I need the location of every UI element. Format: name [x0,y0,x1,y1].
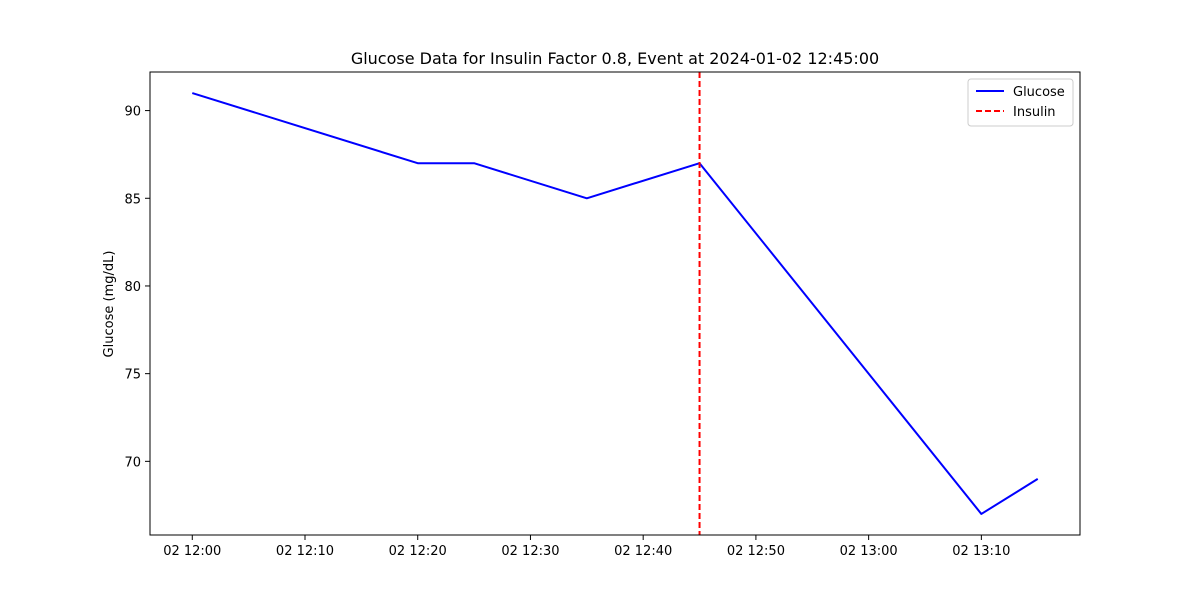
x-tick-label-5: 02 12:50 [727,544,785,559]
x-tick-label-0: 02 12:00 [163,544,221,559]
x-tick-label-2: 02 12:20 [389,544,447,559]
y-axis-ticks: 70 75 80 85 90 [124,105,150,470]
y-axis-label: Glucose (mg/dL) [102,251,117,358]
x-tick-label-6: 02 13:00 [840,544,898,559]
chart-title: Glucose Data for Insulin Factor 0.8, Eve… [351,49,879,68]
x-axis-ticks: 02 12:00 02 12:10 02 12:20 02 12:30 02 12:40… [163,535,1010,559]
x-tick-label-4: 02 12:40 [614,544,672,559]
x-tick-label-7: 02 13:10 [952,544,1010,559]
x-tick-label-1: 02 12:10 [276,544,334,559]
legend-label-insulin: Insulin [1013,105,1056,120]
series-line-glucose [191,92,1039,515]
x-tick-label-3: 02 12:30 [501,544,559,559]
y-tick-label-0: 70 [124,455,141,470]
legend-label-glucose: Glucose [1013,85,1065,100]
legend: Glucose Insulin [967,78,1074,127]
y-tick-label-3: 85 [124,192,141,207]
plot-frame [149,71,1081,536]
y-tick-label-2: 80 [124,280,141,295]
y-tick-label-4: 90 [124,105,141,120]
y-tick-label-1: 75 [124,368,141,383]
series-layer [191,92,1039,515]
